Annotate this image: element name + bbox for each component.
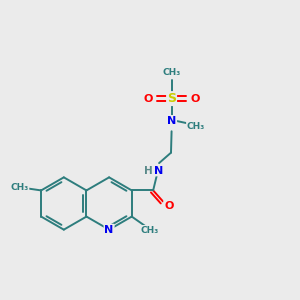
Text: O: O [190,94,200,103]
Text: N: N [104,225,114,235]
Text: H: H [144,166,152,176]
Text: CH₃: CH₃ [163,68,181,77]
Text: CH₃: CH₃ [10,183,28,192]
Text: O: O [164,201,174,211]
Text: O: O [144,94,153,103]
Text: S: S [167,92,176,105]
Text: CH₃: CH₃ [140,226,159,235]
Text: CH₃: CH₃ [187,122,205,131]
Text: N: N [154,166,164,176]
Text: N: N [167,116,176,126]
